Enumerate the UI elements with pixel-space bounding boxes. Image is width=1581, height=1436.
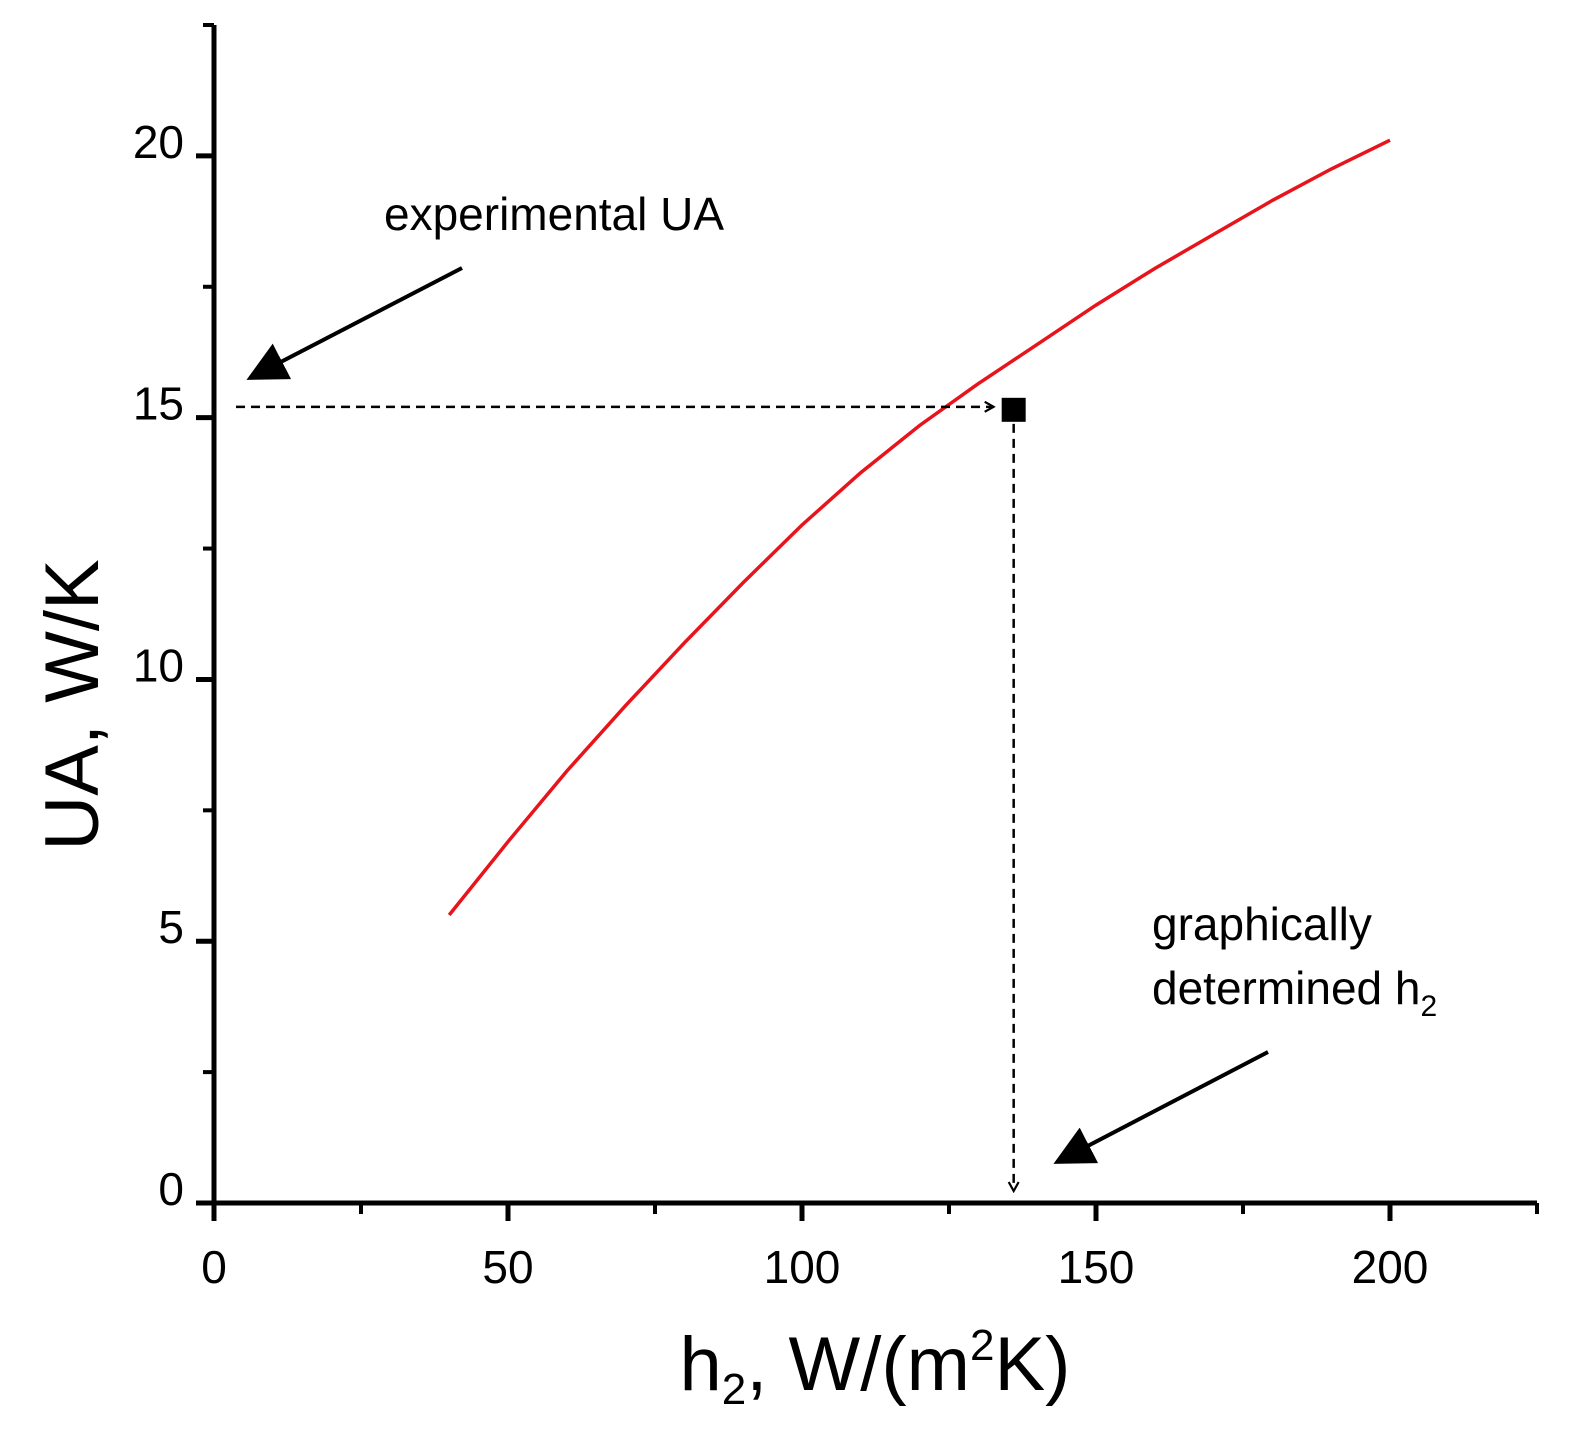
plot-area (236, 138, 1391, 1191)
x-tick-label-50: 50 (482, 1241, 533, 1293)
x-ticks: 0 50 100 150 200 (201, 1203, 1539, 1293)
axes: 0 50 100 150 200 0 5 10 15 20 (133, 23, 1539, 1293)
x-axis-title-mid: , W/(m (746, 1322, 970, 1407)
x-tick-label-100: 100 (764, 1241, 841, 1293)
y-tick-label-15: 15 (133, 378, 184, 430)
annotation-graphical-arrow (1053, 1050, 1269, 1164)
x-tick-label-150: 150 (1058, 1241, 1135, 1293)
annotation-graphical-line2-main: determined h (1152, 962, 1421, 1014)
annotation-experimental-ua: experimental UA (384, 188, 724, 240)
y-tick-label-10: 10 (133, 639, 184, 691)
y-tick-label-20: 20 (133, 116, 184, 168)
axis-titles: UA, W/K h2, W/(m2K) (30, 559, 1070, 1414)
intersection-marker (1001, 397, 1026, 422)
series-line-ua (447, 138, 1391, 917)
x-axis-title-sup: 2 (970, 1321, 994, 1370)
annotation-graphical-line2-sub: 2 (1421, 990, 1438, 1023)
annotation-experimental-arrow (246, 266, 463, 380)
annotation-graphical-line2: determined h2 (1152, 962, 1437, 1023)
x-tick-label-0: 0 (201, 1241, 227, 1293)
x-axis-title-sub: 2 (722, 1365, 746, 1414)
x-axis-title: h2, W/(m2K) (680, 1321, 1071, 1414)
y-ticks: 0 5 10 15 20 (133, 23, 214, 1215)
annotation-graphical-line1: graphically (1152, 898, 1372, 950)
y-axis-title: UA, W/K (30, 559, 115, 850)
x-axis-title-tail: K) (994, 1322, 1070, 1407)
y-tick-label-0: 0 (158, 1163, 184, 1215)
annotations: experimental UA graphically determined h… (246, 188, 1437, 1164)
x-axis-title-main: h (680, 1322, 722, 1407)
y-tick-label-5: 5 (158, 901, 184, 953)
x-tick-label-200: 200 (1352, 1241, 1429, 1293)
